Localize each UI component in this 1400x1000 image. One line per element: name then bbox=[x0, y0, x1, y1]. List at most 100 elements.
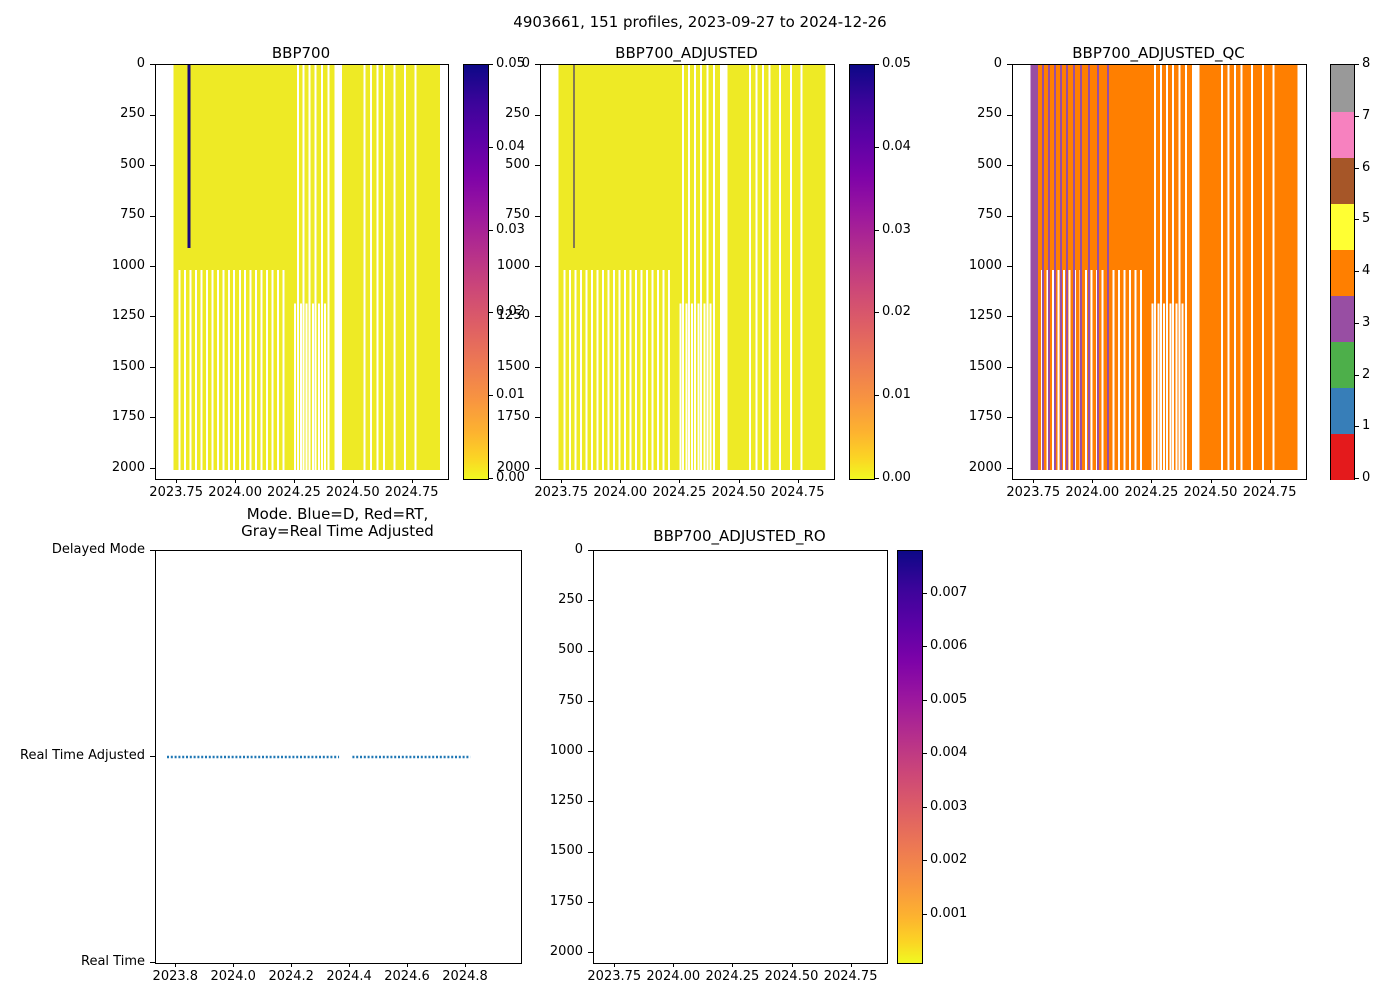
x-tick-label-mode: 2023.8 bbox=[152, 969, 199, 984]
x-tick-bbp700_adjusted bbox=[679, 479, 681, 483]
colorbar-tick-label-bbp700_adjusted_ro: 0.005 bbox=[930, 691, 968, 707]
y-tick-label-bbp700_adjusted_qc: 1500 bbox=[968, 358, 1002, 374]
y-tick-label-bbp700_adjusted_ro: 2000 bbox=[549, 943, 583, 959]
high-value-profile-line bbox=[573, 65, 575, 248]
plot-area-bbp700_adjusted_qc bbox=[1030, 65, 1298, 470]
missing-deep-gap bbox=[585, 269, 588, 470]
missing-deep-gap bbox=[1151, 303, 1154, 470]
y-tick-label-bbp700_adjusted: 1250 bbox=[496, 308, 530, 324]
y-tick-label-bbp700_adjusted: 1000 bbox=[496, 257, 530, 273]
colorbar-segment-qc-6 bbox=[1331, 157, 1354, 204]
figure-title: 4903661, 151 profiles, 2023-09-27 to 202… bbox=[513, 13, 887, 31]
colorbar-tick-bbp700_adjusted bbox=[875, 229, 879, 231]
colorbar-tick-bbp700_adjusted bbox=[875, 395, 879, 397]
missing-deep-gap bbox=[1123, 269, 1126, 470]
y-tick-label-bbp700_adjusted_ro: 1500 bbox=[549, 843, 583, 859]
colorbar-tick-label-bbp700: 0.05 bbox=[496, 56, 525, 71]
missing-profile-gap bbox=[682, 65, 685, 470]
x-tick-bbp700_adjusted_qc bbox=[1092, 479, 1094, 483]
x-tick-mode bbox=[465, 963, 466, 967]
y-tick-label-bbp700_adjusted_ro: 750 bbox=[558, 692, 583, 708]
qc3-stripe bbox=[1059, 65, 1063, 470]
missing-profile-gap bbox=[308, 65, 311, 470]
y-tick-bbp700_adjusted bbox=[535, 417, 540, 419]
missing-profile-gap bbox=[694, 65, 697, 470]
missing-deep-gap bbox=[311, 303, 314, 470]
x-tick-bbp700 bbox=[293, 479, 295, 483]
y-tick-label-bbp700_adjusted_qc: 1000 bbox=[968, 257, 1002, 273]
colorbar-tick-bbp700_adjusted_ro bbox=[923, 699, 927, 701]
missing-profile-gap bbox=[320, 65, 323, 470]
y-tick-bbp700_adjusted_ro bbox=[588, 600, 593, 602]
y-tick-bbp700_adjusted_qc bbox=[1007, 316, 1012, 318]
x-tick-bbp700 bbox=[352, 479, 354, 483]
y-tick-bbp700_adjusted_qc bbox=[1007, 215, 1012, 217]
y-tick-label-bbp700_adjusted: 1500 bbox=[496, 358, 530, 374]
colorbar-tick-label-bbp700: 0.01 bbox=[496, 387, 525, 403]
missing-profile-gap bbox=[327, 65, 330, 470]
colorbar-tick-bbp700_adjusted_ro bbox=[923, 646, 927, 648]
colorbar-tick-label-bbp700: 0.03 bbox=[496, 221, 525, 237]
colorbar-tick-bbp700_adjusted_qc bbox=[1355, 374, 1359, 376]
missing-profile-gap bbox=[1166, 65, 1169, 470]
y-tick-bbp700_adjusted_ro bbox=[588, 801, 593, 803]
colorbar-tick-bbp700 bbox=[489, 395, 493, 397]
y-tick-bbp700_adjusted_ro bbox=[588, 650, 593, 652]
colorbar-tick-bbp700_adjusted_qc bbox=[1355, 167, 1359, 169]
colorbar-tick-bbp700_adjusted_qc bbox=[1355, 219, 1359, 221]
missing-deep-gap bbox=[1085, 269, 1088, 470]
x-tick-label-mode: 2024.6 bbox=[384, 969, 430, 984]
x-tick-bbp700_adjusted bbox=[738, 479, 740, 483]
missing-profile-wide-gap bbox=[1192, 65, 1200, 470]
missing-deep-gap bbox=[317, 303, 320, 470]
y-tick-label-bbp700: 1500 bbox=[111, 358, 145, 374]
colorbar-tick-label-bbp700_adjusted_qc: 5 bbox=[1362, 211, 1371, 227]
colorbar-tick-label-bbp700_adjusted_ro: 0.003 bbox=[930, 798, 968, 814]
y-tick-label-bbp700_adjusted_qc: 750 bbox=[977, 207, 1002, 223]
missing-deep-gap bbox=[709, 303, 712, 470]
missing-deep-gap bbox=[195, 269, 198, 470]
colorbar-segment-qc-4 bbox=[1331, 249, 1354, 296]
missing-deep-gap bbox=[668, 269, 671, 470]
x-tick-label-bbp700: 2024.75 bbox=[384, 485, 439, 500]
colorbar-tick-bbp700_adjusted_qc bbox=[1355, 271, 1359, 272]
y-tick-label-bbp700_adjusted: 500 bbox=[505, 156, 530, 172]
x-tick-label-bbp700_adjusted_qc: 2024.00 bbox=[1065, 485, 1120, 500]
colorbar-tick-label-bbp700_adjusted_ro: 0.004 bbox=[930, 745, 968, 761]
missing-deep-gap bbox=[189, 269, 192, 470]
missing-deep-gap bbox=[266, 269, 269, 470]
missing-deep-gap bbox=[260, 269, 263, 470]
missing-deep-gap bbox=[200, 269, 203, 470]
missing-deep-gap bbox=[662, 269, 665, 470]
missing-deep-gap bbox=[613, 269, 616, 470]
missing-deep-gap bbox=[574, 269, 577, 470]
colorbar-tick-bbp700_adjusted_qc bbox=[1355, 322, 1359, 324]
colorbar-tick-bbp700_adjusted_qc bbox=[1355, 478, 1359, 479]
missing-profile-gap bbox=[762, 65, 765, 470]
missing-deep-gap bbox=[293, 303, 296, 470]
missing-deep-gap bbox=[679, 303, 682, 470]
x-tick-bbp700_adjusted_ro bbox=[673, 963, 675, 967]
colorbar-segment-qc-8 bbox=[1331, 65, 1354, 112]
missing-deep-gap bbox=[1134, 269, 1137, 470]
missing-deep-gap bbox=[222, 269, 225, 470]
x-tick-label-bbp700_adjusted: 2024.50 bbox=[711, 485, 766, 500]
missing-profile-gap bbox=[1261, 65, 1264, 470]
missing-deep-gap bbox=[1101, 269, 1104, 470]
x-tick-label-mode: 2024.2 bbox=[268, 969, 314, 984]
missing-deep-gap bbox=[1175, 303, 1178, 470]
y-tick-bbp700_adjusted_qc bbox=[1007, 114, 1012, 116]
y-tick-label-bbp700_adjusted: 1750 bbox=[496, 409, 530, 425]
subplot-title-bbp700-adjusted-qc: BBP700_ADJUSTED_QC bbox=[1072, 44, 1245, 62]
colorbar-bbp700_adjusted bbox=[849, 64, 875, 480]
qc3-stripe bbox=[1047, 65, 1051, 470]
missing-profile-gap bbox=[688, 65, 691, 470]
x-tick-label-bbp700_adjusted: 2023.75 bbox=[534, 485, 589, 500]
y-tick-mode bbox=[150, 756, 155, 757]
x-tick-label-bbp700_adjusted: 2024.25 bbox=[652, 485, 707, 500]
missing-profile-gap bbox=[749, 65, 752, 470]
plot-area-mode bbox=[167, 755, 471, 759]
colorbar-tick-bbp700_adjusted bbox=[875, 146, 879, 148]
y-tick-bbp700_adjusted_ro bbox=[588, 851, 593, 853]
